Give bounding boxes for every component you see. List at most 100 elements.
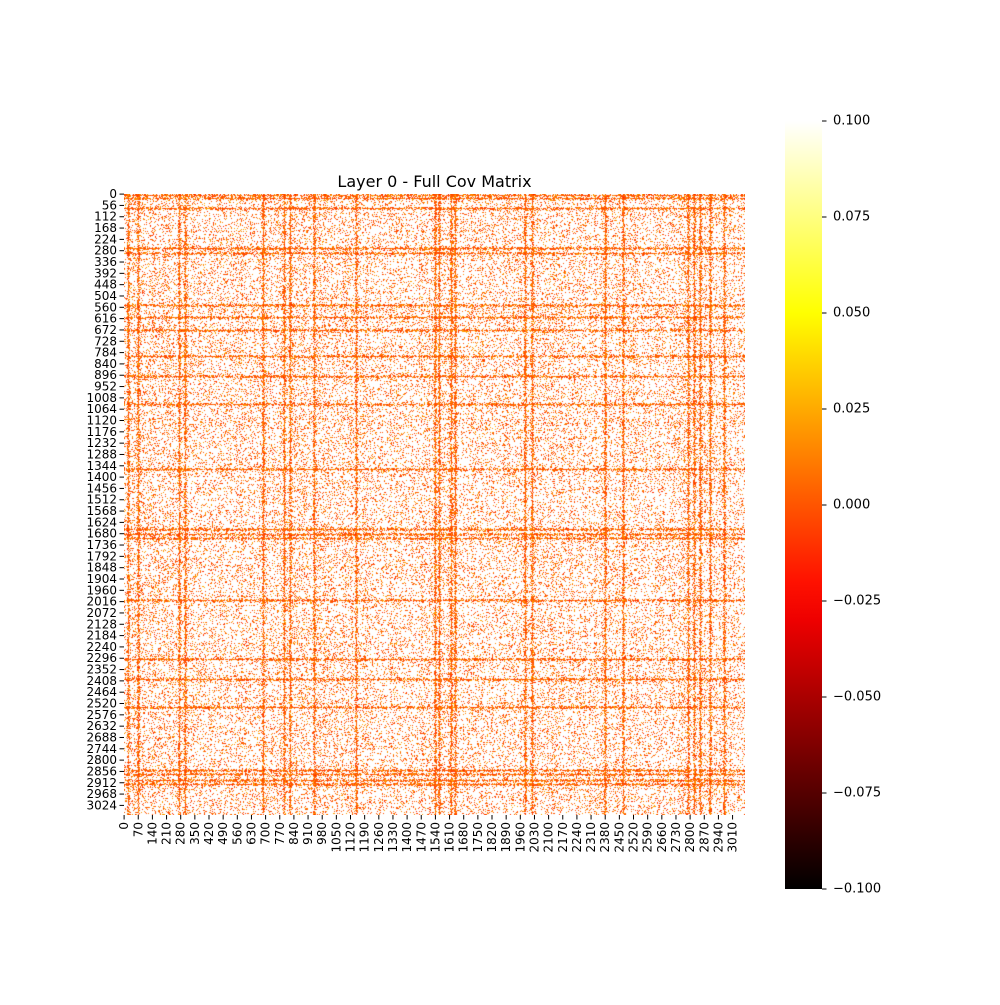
y-tick-label: 1512 bbox=[86, 493, 117, 507]
y-tick-label: 2688 bbox=[86, 730, 117, 744]
x-tick-label: 1400 bbox=[400, 822, 414, 853]
x-tick-label: 1330 bbox=[386, 822, 400, 853]
y-tick-label: 504 bbox=[94, 289, 117, 303]
x-tick-label: 140 bbox=[145, 822, 159, 845]
y-tick-label: 0 bbox=[109, 187, 117, 201]
x-tick-label: 1610 bbox=[443, 822, 457, 853]
y-tick-label: 2800 bbox=[86, 753, 117, 767]
colorbar: 0.100 0.075 0.050 0.025 0.000 −0.025 −0.050 −0.… bbox=[785, 114, 881, 897]
x-tick-label: 1890 bbox=[499, 822, 513, 853]
x-tick-label: 2100 bbox=[542, 822, 556, 853]
x-tick-label: 560 bbox=[230, 822, 244, 845]
y-tick-label: 2296 bbox=[86, 651, 117, 665]
heatmap-cells bbox=[124, 194, 745, 815]
y-tick-label: 2576 bbox=[86, 708, 117, 722]
x-tick-label: 1260 bbox=[372, 822, 386, 853]
y-tick-label: 560 bbox=[94, 300, 117, 314]
colorbar-tick-label: 0.025 bbox=[833, 402, 870, 417]
y-tick-label: 1120 bbox=[86, 414, 117, 428]
y-tick-label: 168 bbox=[94, 221, 117, 235]
x-tick-label: 70 bbox=[131, 822, 145, 837]
x-tick-label: 630 bbox=[244, 822, 258, 845]
y-tick-label: 3024 bbox=[86, 798, 117, 812]
x-tick-label: 2870 bbox=[697, 822, 711, 853]
x-tick-label: 1120 bbox=[344, 822, 358, 853]
x-tick-label: 770 bbox=[273, 822, 287, 845]
colorbar-tick-label: −0.025 bbox=[833, 594, 881, 609]
y-tick-label: 2632 bbox=[86, 719, 117, 733]
x-tick-label: 840 bbox=[287, 822, 301, 845]
y-tick-label: 1680 bbox=[86, 527, 117, 541]
heatmap-plot bbox=[124, 194, 745, 815]
x-tick-label: 1050 bbox=[329, 822, 343, 853]
x-tick-label: 700 bbox=[259, 822, 273, 845]
y-tick-label: 2968 bbox=[86, 787, 117, 801]
x-tick-label: 910 bbox=[301, 822, 315, 845]
x-tick-label: 420 bbox=[202, 822, 216, 845]
y-tick-label: 896 bbox=[94, 368, 117, 382]
x-tick-label: 350 bbox=[188, 822, 202, 845]
x-tick-label: 1960 bbox=[513, 822, 527, 853]
x-tick-label: 1470 bbox=[414, 822, 428, 853]
x-tick-label: 2240 bbox=[570, 822, 584, 853]
y-tick-label: 56 bbox=[102, 198, 117, 212]
x-tick-label: 2030 bbox=[527, 822, 541, 853]
y-tick-label: 1400 bbox=[86, 470, 117, 484]
colorbar-gradient bbox=[785, 121, 822, 889]
x-tick-label: 2730 bbox=[669, 822, 683, 853]
y-tick-label: 224 bbox=[94, 232, 117, 246]
y-tick-label: 1064 bbox=[86, 402, 117, 416]
y-tick-label: 1792 bbox=[86, 549, 117, 563]
y-tick-label: 2856 bbox=[86, 764, 117, 778]
x-tick-label: 0 bbox=[117, 822, 131, 830]
x-tick-label: 2590 bbox=[641, 822, 655, 853]
y-tick-label: 2016 bbox=[86, 595, 117, 609]
y-tick-label: 336 bbox=[94, 255, 117, 269]
y-tick-label: 2464 bbox=[86, 685, 117, 699]
x-tick-label: 490 bbox=[216, 822, 230, 845]
x-tick-label: 2520 bbox=[627, 822, 641, 853]
x-axis: 0 70 140 210 280 350 420 490 560 630 700 770 840 910 9… bbox=[117, 815, 740, 853]
x-tick-label: 1190 bbox=[358, 822, 372, 853]
x-tick-label: 1680 bbox=[457, 822, 471, 853]
y-tick-label: 392 bbox=[94, 266, 117, 280]
y-tick-label: 1288 bbox=[86, 447, 117, 461]
y-tick-label: 2184 bbox=[86, 629, 117, 643]
x-tick-label: 3010 bbox=[726, 822, 740, 853]
colorbar-tick-label: 0.050 bbox=[833, 306, 870, 321]
y-tick-label: 1176 bbox=[86, 425, 117, 439]
x-tick-label: 2450 bbox=[612, 822, 626, 853]
colorbar-tick-label: −0.050 bbox=[833, 690, 881, 705]
y-tick-label: 1568 bbox=[86, 504, 117, 518]
y-tick-label: 112 bbox=[94, 210, 117, 224]
colorbar-tick-label: −0.100 bbox=[833, 882, 881, 897]
x-tick-label: 280 bbox=[174, 822, 188, 845]
colorbar-tick-label: 0.100 bbox=[833, 114, 870, 129]
y-tick-label: 784 bbox=[94, 346, 117, 360]
y-tick-label: 840 bbox=[94, 357, 117, 371]
y-tick-label: 2352 bbox=[86, 663, 117, 677]
colorbar-tick-label: 0.075 bbox=[833, 210, 870, 225]
y-tick-label: 2240 bbox=[86, 640, 117, 654]
heatmap-canvas bbox=[124, 194, 745, 815]
x-tick-label: 1540 bbox=[428, 822, 442, 853]
x-tick-label: 2380 bbox=[598, 822, 612, 853]
x-tick-label: 2800 bbox=[683, 822, 697, 853]
y-tick-label: 952 bbox=[94, 380, 117, 394]
x-tick-label: 980 bbox=[315, 822, 329, 845]
y-tick-label: 1008 bbox=[86, 391, 117, 405]
y-tick-label: 280 bbox=[94, 244, 117, 258]
x-tick-label: 2940 bbox=[711, 822, 725, 853]
x-tick-label: 2310 bbox=[584, 822, 598, 853]
y-tick-label: 1344 bbox=[86, 459, 117, 473]
y-tick-label: 1736 bbox=[86, 538, 117, 552]
y-tick-label: 1960 bbox=[86, 583, 117, 597]
y-tick-label: 1232 bbox=[86, 436, 117, 450]
y-tick-label: 2744 bbox=[86, 742, 117, 756]
y-tick-label: 672 bbox=[94, 323, 117, 337]
y-tick-label: 2128 bbox=[86, 617, 117, 631]
colorbar-tick-label: 0.000 bbox=[833, 498, 870, 513]
y-tick-label: 2408 bbox=[86, 674, 117, 688]
x-tick-label: 2660 bbox=[655, 822, 669, 853]
